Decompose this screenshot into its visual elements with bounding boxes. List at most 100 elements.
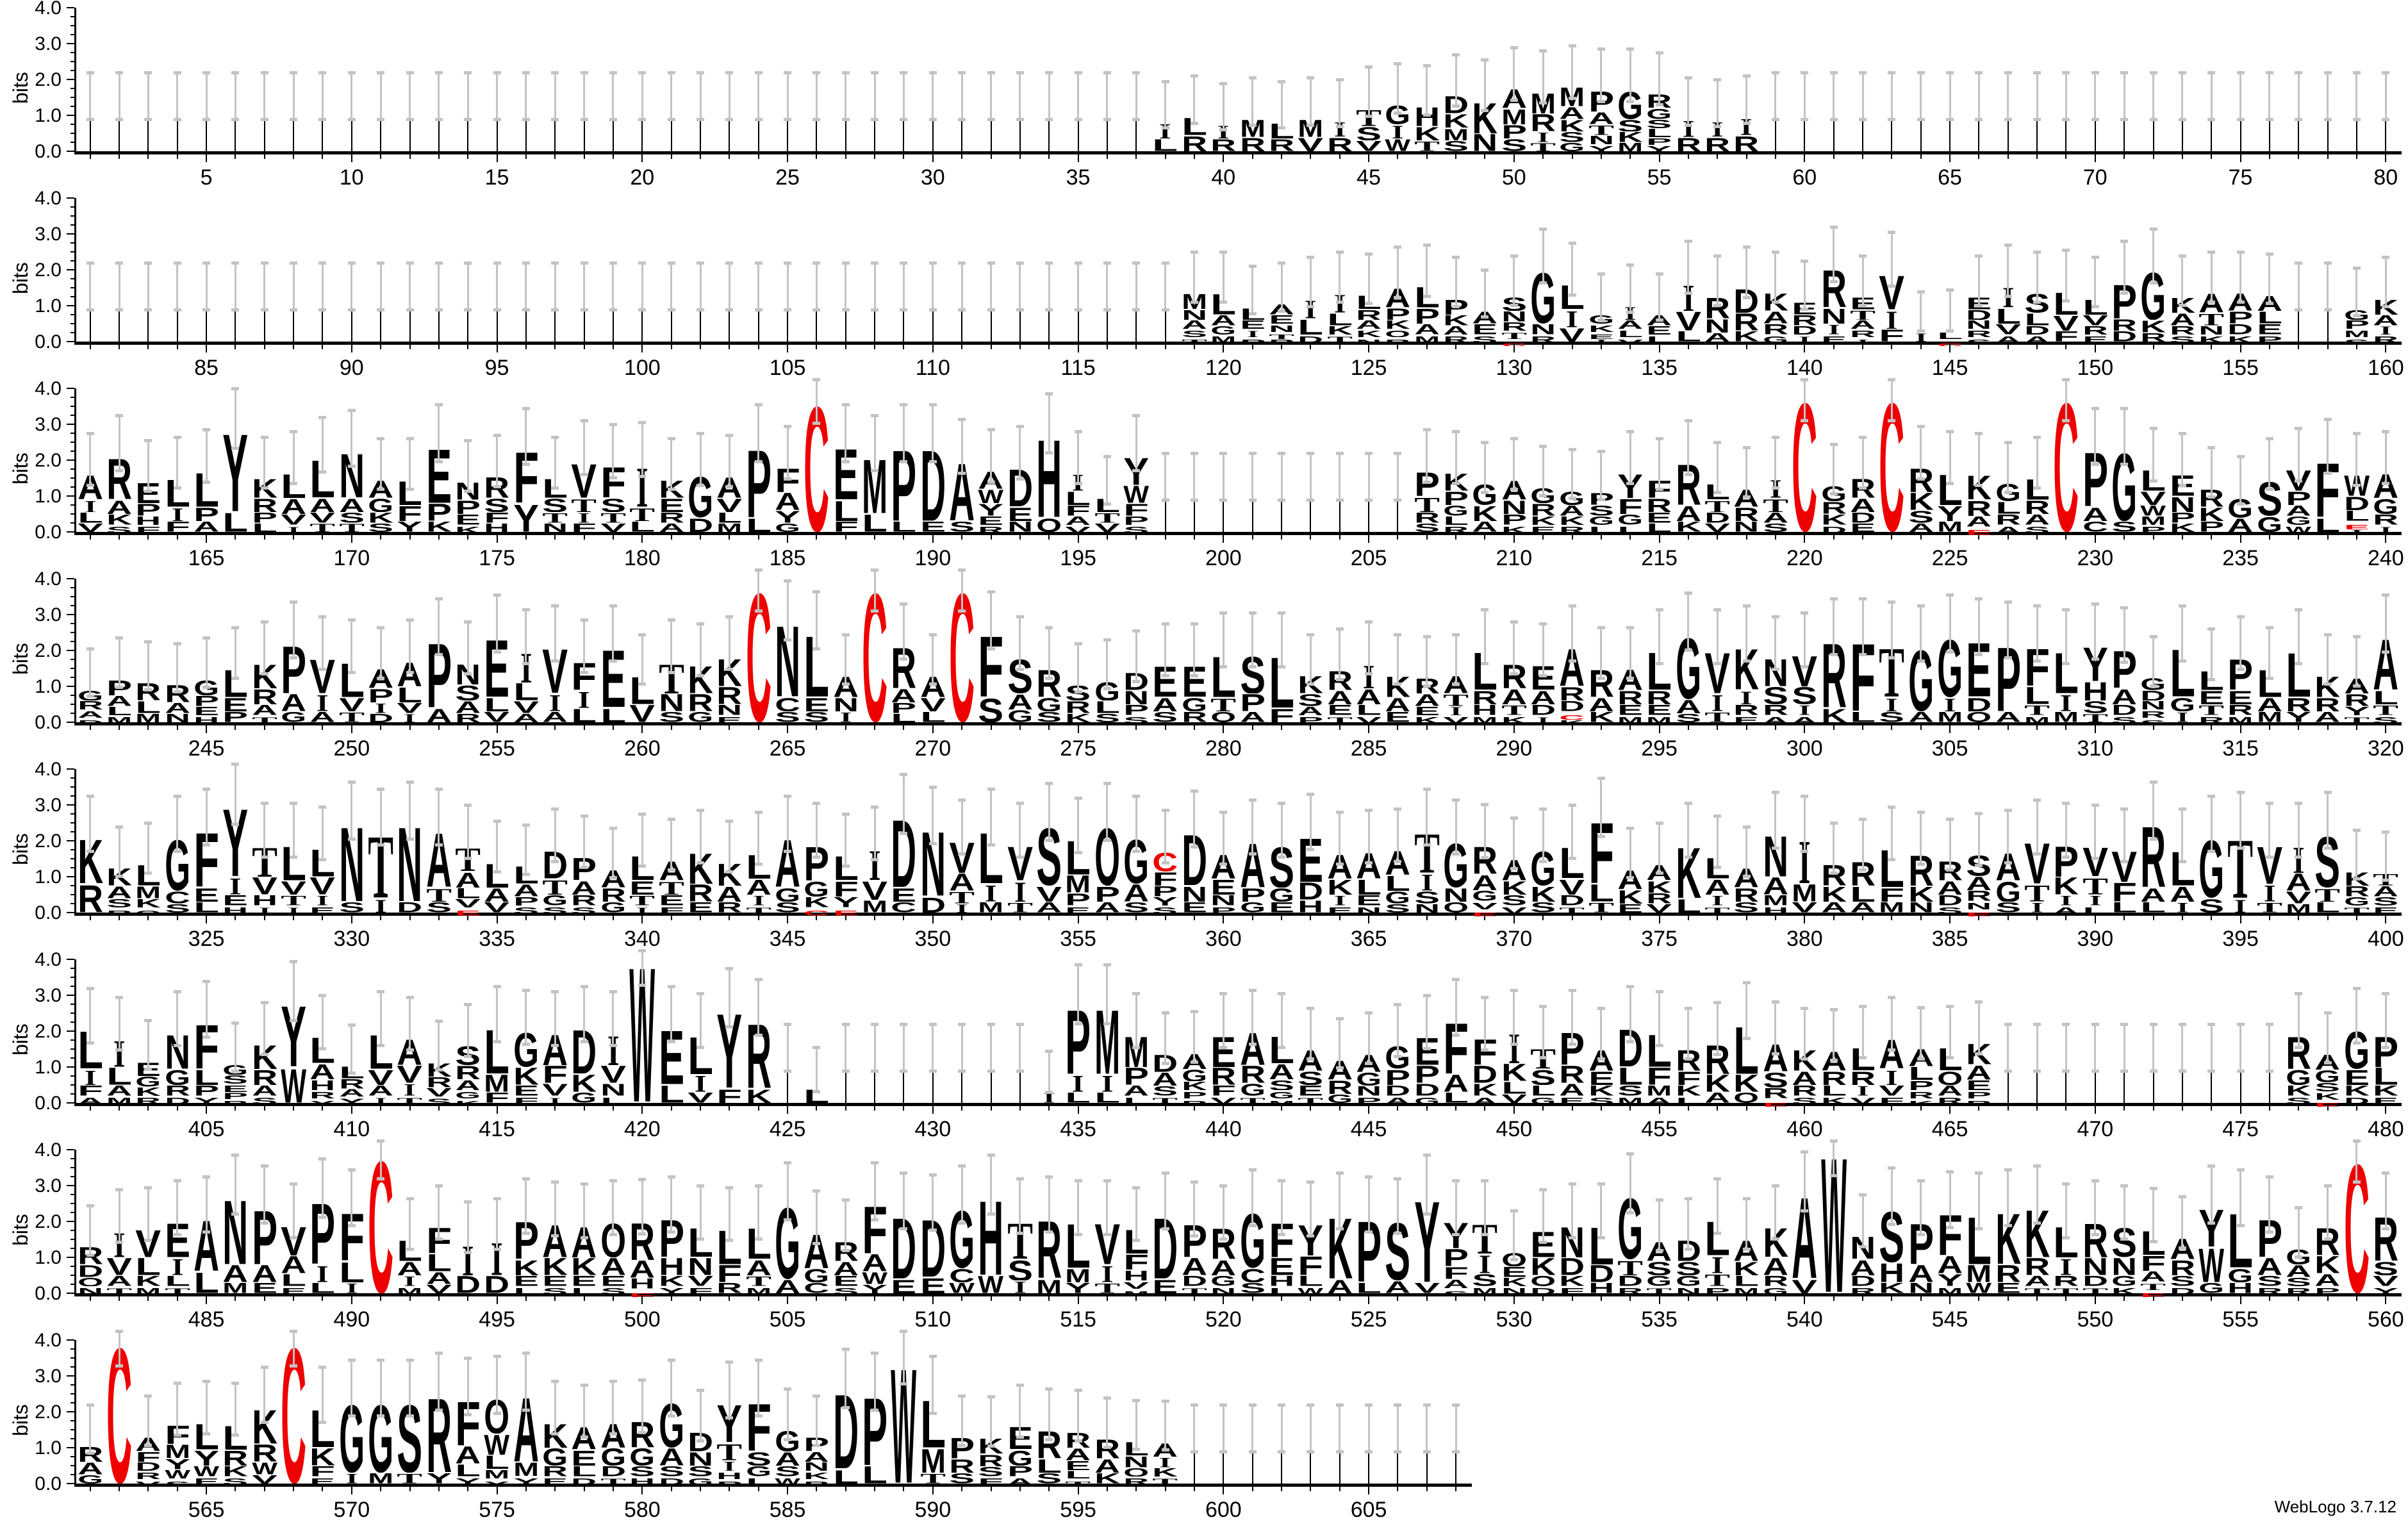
- logo-letter: M: [1936, 709, 1963, 725]
- logo-letter: P: [2140, 524, 2166, 535]
- svg-text:R: R: [1647, 498, 1672, 512]
- logo-letter: G: [774, 521, 801, 534]
- error-bar: [1716, 815, 1719, 867]
- logo-letter: E: [832, 907, 859, 917]
- error-bar: [2355, 433, 2358, 485]
- error-bar: [1106, 456, 1109, 504]
- error-bar: [845, 1200, 847, 1251]
- error-bar-cap: [1539, 49, 1547, 53]
- error-bar-cap: [1307, 1057, 1315, 1061]
- error-bar: [1745, 826, 1748, 876]
- logo-letter: C: [948, 1265, 975, 1287]
- error-bar: [641, 422, 643, 476]
- error-bar: [2181, 1196, 2184, 1248]
- logo-letter: Q: [1035, 515, 1062, 536]
- error-bar-cap: [1045, 839, 1053, 843]
- x-tick: [1600, 345, 1602, 349]
- error-bar-cap: [290, 855, 298, 859]
- x-tick-label: 455: [1641, 1117, 1678, 1141]
- empty-column-line: [2239, 1070, 2241, 1103]
- error-bar-cap: [784, 1161, 792, 1164]
- logo-letter: F: [135, 524, 161, 535]
- error-bar-cap: [318, 415, 327, 419]
- logo-letter: A: [2285, 1262, 2312, 1280]
- error-bar-cap: [1365, 302, 1373, 306]
- logo-letter: G: [1995, 875, 2022, 907]
- svg-text:K: K: [1443, 113, 1469, 128]
- x-tick-label: 445: [1350, 1117, 1387, 1141]
- y-major-tick: [67, 1447, 74, 1448]
- error-bar-cap: [1655, 1198, 1663, 1202]
- empty-column-line: [1193, 1451, 1195, 1484]
- logo-letter: L: [919, 709, 946, 725]
- logo-letter: R: [600, 884, 627, 906]
- logo-letter: G: [1645, 1273, 1672, 1289]
- logo-letter: P: [1645, 136, 1672, 147]
- error-bar-cap: [406, 780, 414, 784]
- error-bar-cap: [2382, 70, 2390, 74]
- error-bar: [1542, 445, 1544, 495]
- logo-letter: Y: [1151, 895, 1178, 908]
- logo-letter: P: [890, 700, 917, 716]
- empty-column-line: [1223, 1451, 1225, 1484]
- error-bar-cap: [1248, 665, 1257, 668]
- logo-letter: I: [2256, 881, 2283, 907]
- error-bar-cap: [522, 1409, 530, 1412]
- logo-letter: F: [1064, 503, 1091, 519]
- empty-column-line: [409, 309, 411, 342]
- error-bar-cap: [1335, 1403, 1344, 1407]
- error-bar: [1861, 72, 1864, 119]
- error-bar: [321, 417, 324, 472]
- y-minor-tick: [70, 1465, 74, 1466]
- logo-letter: I: [77, 497, 104, 516]
- error-bar-cap: [464, 1250, 472, 1254]
- logo-letter: P: [193, 693, 220, 709]
- error-bar-cap: [2265, 1069, 2273, 1073]
- error-bar-cap: [434, 117, 443, 121]
- y-major-tick: [67, 578, 74, 579]
- svg-text:S: S: [1560, 131, 1585, 142]
- error-bar: [1048, 1050, 1050, 1093]
- error-bar-cap: [1423, 1047, 1431, 1051]
- y-tick-label: 0.0: [35, 522, 62, 543]
- logo-letter: R: [541, 1464, 568, 1480]
- y-major-tick: [67, 686, 74, 687]
- error-bar: [583, 72, 586, 119]
- x-tick: [322, 916, 324, 920]
- error-bar-cap: [2004, 441, 2012, 444]
- logo-letter: T: [2314, 885, 2341, 906]
- logo-letter: A: [1035, 900, 1062, 916]
- x-tick: [2327, 725, 2329, 730]
- svg-text:A: A: [1995, 526, 2021, 533]
- logo-letter: E: [2343, 1065, 2370, 1089]
- error-bar-cap: [1713, 1177, 1722, 1180]
- error-bar-cap: [1394, 682, 1402, 686]
- error-bar-cap: [173, 117, 181, 121]
- error-bar: [2355, 268, 2358, 315]
- logo-letter: E: [1007, 504, 1034, 525]
- logo-letter: N: [832, 694, 859, 716]
- x-tick: [1774, 1296, 1776, 1301]
- logo-letter: K: [106, 512, 133, 528]
- logo-letter: S: [1588, 503, 1615, 519]
- x-tick: [1774, 916, 1776, 920]
- error-bar: [2384, 832, 2387, 881]
- error-bar-cap: [1626, 482, 1635, 486]
- error-bar-cap: [2207, 1069, 2216, 1073]
- logo-letter: V: [309, 873, 336, 900]
- x-tick: [1774, 535, 1776, 540]
- svg-text:N: N: [1472, 133, 1498, 151]
- x-tick: [990, 154, 992, 159]
- logo-letter: G: [1326, 1092, 1353, 1105]
- logo-letter: T: [1151, 1095, 1178, 1106]
- logo-letter: L: [135, 699, 161, 717]
- x-tick-label: 570: [333, 1498, 370, 1522]
- error-bar-cap: [1045, 1091, 1053, 1095]
- error-bar-cap: [464, 1200, 472, 1204]
- svg-text:A: A: [1967, 516, 1992, 527]
- error-bar-cap: [2033, 1221, 2041, 1225]
- logo-letter: C: [164, 889, 191, 907]
- x-tick: [1397, 154, 1399, 159]
- svg-text:S: S: [368, 523, 393, 532]
- logo-letter: M: [106, 1095, 133, 1106]
